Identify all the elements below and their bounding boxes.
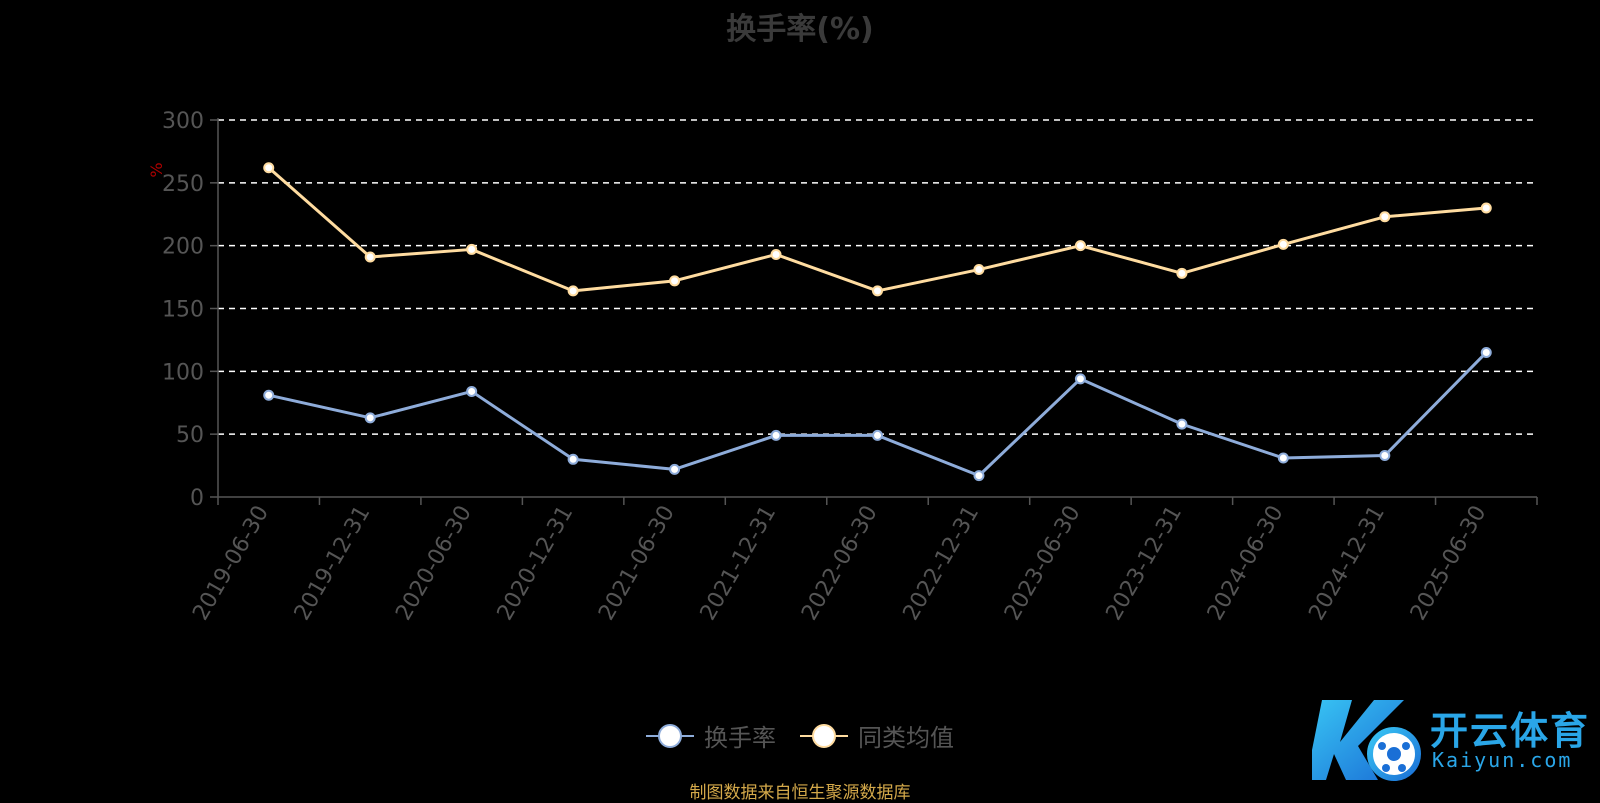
kaiyun-logo-icon [1306, 700, 1421, 781]
data-point [263, 162, 275, 174]
data-point [770, 429, 782, 441]
watermark-subtext: Kaiyun.com [1432, 748, 1573, 772]
watermark-logo: 开云体育 Kaiyun.com [1306, 696, 1592, 786]
x-tick-label: 2021-12-31 [696, 502, 782, 625]
legend-label-turnover: 换手率 [704, 724, 776, 752]
data-point [1277, 452, 1289, 464]
data-point [1074, 373, 1086, 385]
x-tick-label: 2019-06-30 [188, 502, 274, 625]
data-point [1379, 450, 1391, 462]
legend-item-turnover[interactable]: 换手率 [646, 718, 776, 753]
data-point [567, 285, 579, 297]
data-source-note: 制图数据来自恒生聚源数据库 [689, 783, 911, 803]
y-tick-label: 300 [162, 109, 204, 134]
data-point [872, 285, 883, 297]
data-point [466, 385, 478, 397]
x-tick-label: 2024-06-30 [1203, 502, 1289, 625]
legend-label-peer-average: 同类均值 [858, 724, 954, 752]
x-tick-label: 2019-12-31 [290, 502, 376, 625]
x-tick-label: 2024-12-31 [1304, 502, 1390, 625]
y-tick-label: 0 [190, 486, 204, 511]
data-point [466, 243, 478, 255]
data-point [1480, 202, 1492, 214]
data-point [973, 470, 985, 482]
legend-marker-icon [646, 723, 694, 748]
x-tick-label: 2022-06-30 [797, 502, 883, 625]
x-tick-label: 2021-06-30 [594, 502, 680, 625]
data-point [1480, 346, 1492, 358]
y-tick-label: 150 [162, 298, 204, 323]
y-tick-label: 200 [162, 235, 204, 260]
data-point [567, 453, 579, 465]
x-tick-label: 2023-06-30 [1000, 502, 1086, 625]
data-point [973, 264, 985, 276]
x-tick-label: 2022-12-31 [899, 502, 985, 625]
data-point [669, 275, 681, 287]
data-point [1277, 238, 1289, 250]
y-axis-unit: % [147, 162, 166, 177]
data-point [364, 412, 376, 424]
data-point [770, 248, 782, 260]
data-point [1074, 240, 1086, 252]
data-point [669, 463, 681, 475]
chart-title: 换手率(%) [726, 12, 874, 47]
legend-marker-icon [800, 723, 848, 748]
data-point [364, 251, 376, 263]
x-tick-label: 2023-12-31 [1102, 502, 1188, 625]
data-point [1379, 211, 1391, 223]
data-point [872, 429, 883, 441]
x-tick-label: 2020-06-30 [391, 501, 477, 624]
x-tick-label: 2020-12-31 [493, 502, 579, 625]
watermark-text: 开云体育 [1430, 709, 1591, 753]
legend-item-peer-average[interactable]: 同类均值 [800, 718, 954, 753]
data-point [1176, 418, 1188, 430]
data-point [1176, 267, 1188, 279]
data-point [263, 389, 275, 401]
y-tick-label: 50 [176, 423, 204, 448]
y-tick-label: 250 [162, 172, 204, 197]
series-line-1 [267, 166, 1487, 293]
y-tick-label: 100 [162, 360, 204, 385]
x-tick-label: 2025-06-30 [1406, 502, 1492, 625]
legend: 换手率 同类均值 [0, 718, 1600, 753]
